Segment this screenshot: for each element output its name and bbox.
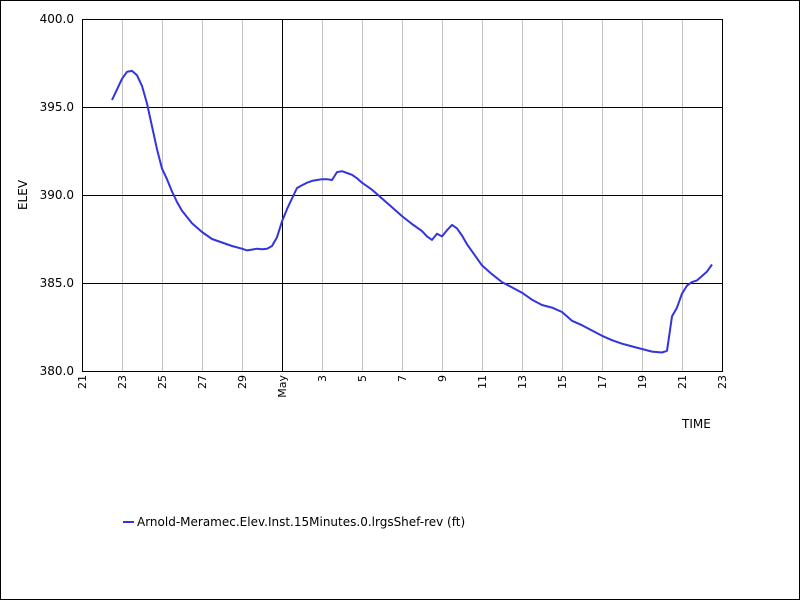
- x-tick-label: 23: [116, 375, 129, 389]
- x-tick-label: 21: [76, 375, 89, 389]
- legend: Arnold-Meramec.Elev.Inst.15Minutes.0.lrg…: [123, 515, 465, 529]
- legend-label: Arnold-Meramec.Elev.Inst.15Minutes.0.lrg…: [137, 515, 466, 529]
- x-tick-label: 25: [156, 375, 169, 389]
- y-tick-label: 400.0: [40, 12, 74, 26]
- x-tick-label: 5: [356, 375, 369, 382]
- series-lines: [111, 69, 713, 354]
- x-tick-label: 9: [436, 375, 449, 382]
- legend-swatch: [123, 521, 134, 523]
- x-tick-label: 7: [396, 375, 409, 382]
- x-axis-label: TIME: [682, 417, 711, 431]
- x-tick-label: 15: [556, 375, 569, 389]
- x-tick-label: 17: [596, 375, 609, 389]
- x-tick-label: 19: [636, 375, 649, 389]
- x-tick-label: 21: [676, 375, 689, 389]
- plot-area-border: [82, 19, 723, 372]
- series-line: [111, 69, 713, 354]
- x-tick-label: 27: [196, 375, 209, 389]
- y-tick-label: 380.0: [40, 364, 74, 378]
- y-tick-label: 395.0: [40, 100, 74, 114]
- x-tick-labels: 21 23 25 27 29 May 3 5 7 9 11 13 15 17 19 21 23: [76, 375, 729, 398]
- x-tick-label: 11: [476, 375, 489, 389]
- x-tick-label: 23: [716, 375, 729, 389]
- x-tick-label: 29: [236, 375, 249, 389]
- y-tick-labels: 380.0 385.0 390.0 395.0 400.0: [40, 12, 74, 378]
- x-tick-label: 3: [316, 375, 329, 382]
- y-axis-label: ELEV: [16, 179, 30, 210]
- x-tick-label: 13: [516, 375, 529, 389]
- y-tick-label: 390.0: [40, 188, 74, 202]
- x-tick-label: May: [276, 375, 289, 398]
- y-tick-label: 385.0: [40, 276, 74, 290]
